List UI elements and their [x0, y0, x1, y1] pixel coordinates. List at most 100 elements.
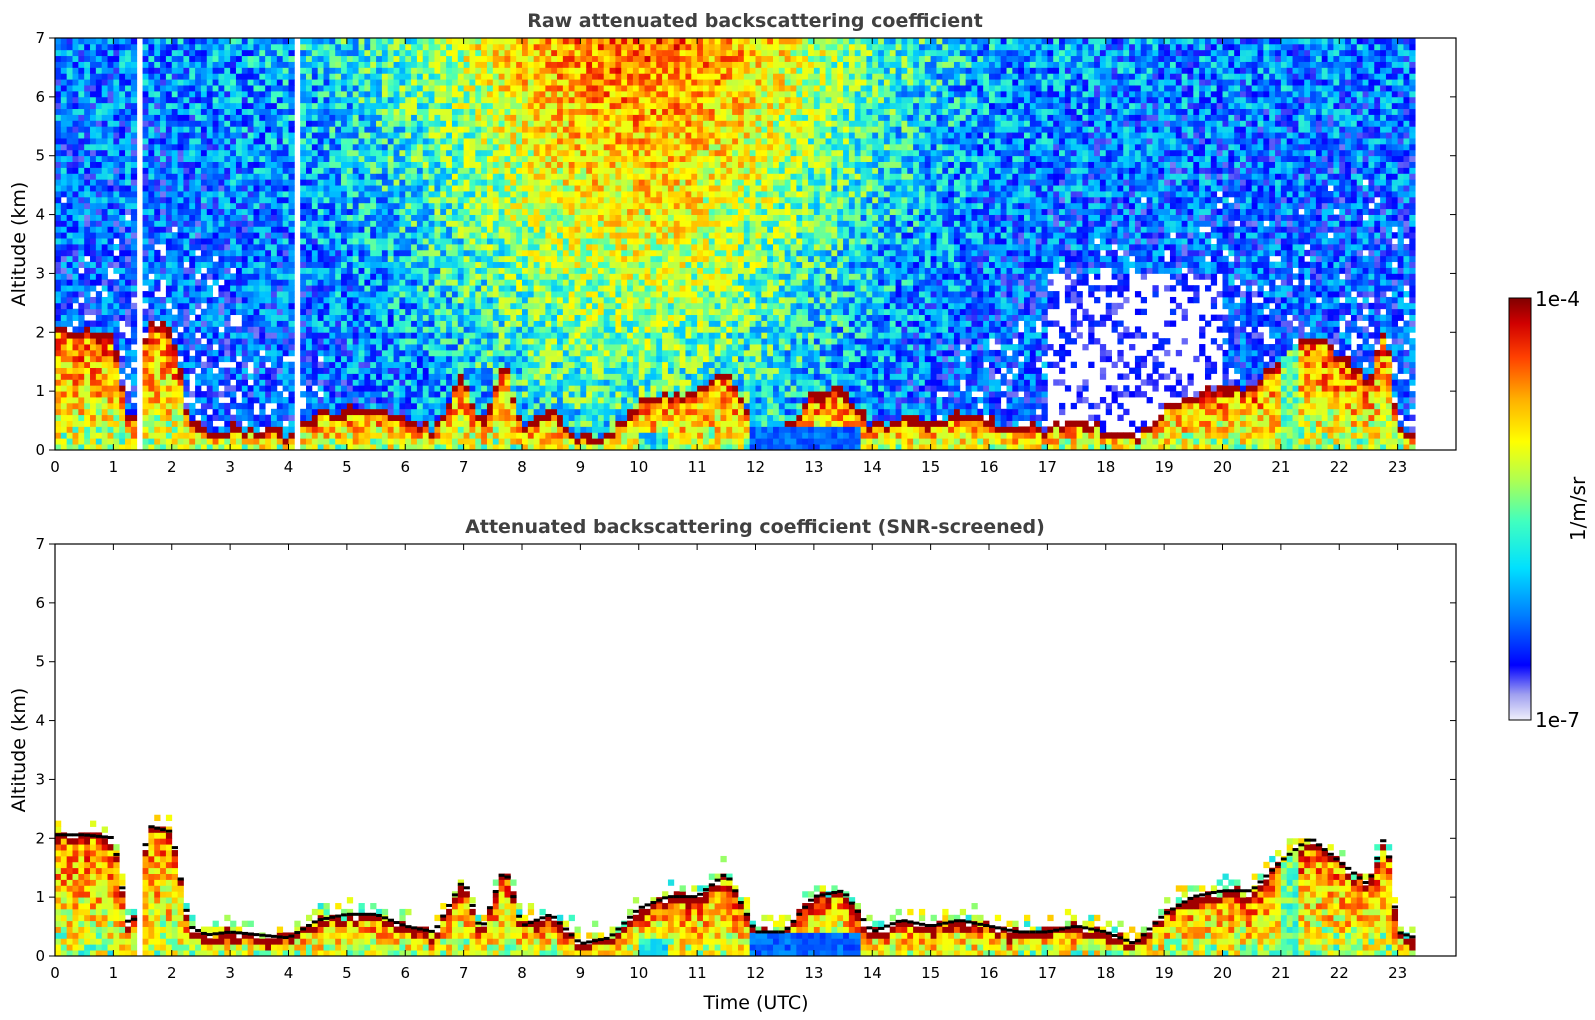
heatmap-cell: [224, 244, 231, 251]
heatmap-cell: [451, 214, 459, 221]
heatmap-cell: [376, 373, 383, 380]
heatmap-cell: [346, 255, 354, 263]
heatmap-cell: [195, 138, 202, 145]
heatmap-cell: [113, 167, 120, 174]
heatmap-cell: [475, 267, 482, 274]
heatmap-cell: [411, 255, 418, 263]
heatmap-cell: [393, 238, 400, 245]
heatmap-cell: [405, 214, 412, 221]
heatmap-cell: [311, 73, 319, 80]
heatmap-cell: [142, 414, 149, 421]
heatmap-cell: [183, 143, 190, 151]
heatmap-cell: [381, 432, 389, 439]
heatmap-cell: [78, 320, 85, 327]
heatmap-cell: [475, 132, 482, 139]
heatmap-cell: [66, 114, 73, 121]
heatmap-cell: [311, 373, 319, 380]
heatmap-cell: [160, 143, 167, 151]
heatmap-cell: [370, 267, 377, 274]
heatmap-cell: [323, 85, 330, 92]
heatmap-cell: [154, 267, 161, 274]
heatmap-cell: [411, 402, 418, 410]
heatmap-cell: [399, 373, 406, 380]
heatmap-cell: [101, 249, 108, 257]
heatmap-cell: [329, 96, 336, 104]
heatmap-cell: [90, 149, 97, 157]
heatmap-cell: [370, 432, 377, 439]
heatmap-cell: [306, 38, 313, 45]
heatmap-cell: [200, 220, 208, 227]
heatmap-cell: [107, 214, 114, 221]
heatmap-cell: [306, 61, 313, 68]
heatmap-cell: [160, 191, 167, 198]
heatmap-cell: [270, 49, 278, 57]
heatmap-cell: [72, 279, 79, 286]
heatmap-cell: [352, 355, 359, 363]
heatmap-cell: [177, 138, 184, 145]
heatmap-cell: [195, 167, 202, 174]
heatmap-cell: [311, 332, 319, 339]
heatmap-cell: [405, 291, 412, 298]
heatmap-cell: [95, 232, 103, 239]
heatmap-cell: [218, 444, 225, 450]
heatmap-cell: [142, 432, 149, 439]
heatmap-cell: [364, 408, 371, 416]
heatmap-cell: [358, 385, 365, 392]
heatmap-cell: [177, 291, 184, 298]
heatmap-cell: [428, 391, 435, 398]
heatmap-cell: [317, 420, 324, 427]
heatmap-cell: [200, 255, 208, 263]
heatmap-cell: [270, 73, 278, 80]
heatmap-cell: [381, 402, 389, 410]
heatmap-cell: [95, 444, 103, 450]
heatmap-cell: [387, 238, 394, 245]
heatmap-cell: [142, 220, 149, 227]
heatmap-cell: [376, 402, 383, 410]
heatmap-cell: [358, 143, 365, 151]
heatmap-cell: [265, 85, 272, 92]
heatmap-cell: [428, 132, 435, 139]
heatmap-cell: [72, 38, 79, 45]
panel-raw-heatmap: [55, 38, 1416, 450]
heatmap-cell: [125, 361, 132, 368]
heatmap-cell: [253, 132, 260, 139]
heatmap-cell: [422, 320, 429, 327]
heatmap-cell: [183, 326, 190, 333]
heatmap-cell: [422, 432, 429, 439]
heatmap-cell: [486, 279, 494, 286]
heatmap-cell: [101, 73, 108, 80]
heatmap-cell: [206, 85, 214, 92]
heatmap-cell: [440, 73, 447, 80]
heatmap-cell: [125, 255, 132, 263]
heatmap-cell: [189, 402, 196, 410]
heatmap-cell: [189, 238, 196, 245]
heatmap-cell: [90, 379, 97, 386]
heatmap-cell: [72, 238, 79, 245]
heatmap-cell: [259, 214, 266, 221]
heatmap-cell: [107, 332, 114, 339]
heatmap-cell: [451, 314, 459, 321]
heatmap-cell: [195, 61, 202, 68]
heatmap-cell: [247, 85, 254, 92]
heatmap-cell: [311, 61, 319, 68]
heatmap-cell: [422, 414, 429, 421]
heatmap-cell: [253, 249, 260, 257]
heatmap-cell: [311, 338, 319, 345]
heatmap-cell: [195, 85, 202, 92]
heatmap-cell: [265, 444, 272, 450]
heatmap-cell: [341, 90, 348, 98]
heatmap-cell: [189, 179, 196, 186]
heatmap-cell: [306, 397, 313, 404]
heatmap-cell: [183, 90, 190, 98]
heatmap-cell: [323, 143, 330, 151]
heatmap-cell: [358, 202, 365, 210]
heatmap-cell: [393, 73, 400, 80]
heatmap-cell: [457, 367, 465, 374]
heatmap-cell: [434, 367, 441, 374]
heatmap-cell: [206, 67, 214, 74]
heatmap-cell: [212, 49, 219, 57]
heatmap-cell: [317, 291, 324, 298]
heatmap-cell: [329, 379, 336, 386]
heatmap-cell: [212, 214, 219, 221]
heatmap-cell: [55, 43, 62, 51]
